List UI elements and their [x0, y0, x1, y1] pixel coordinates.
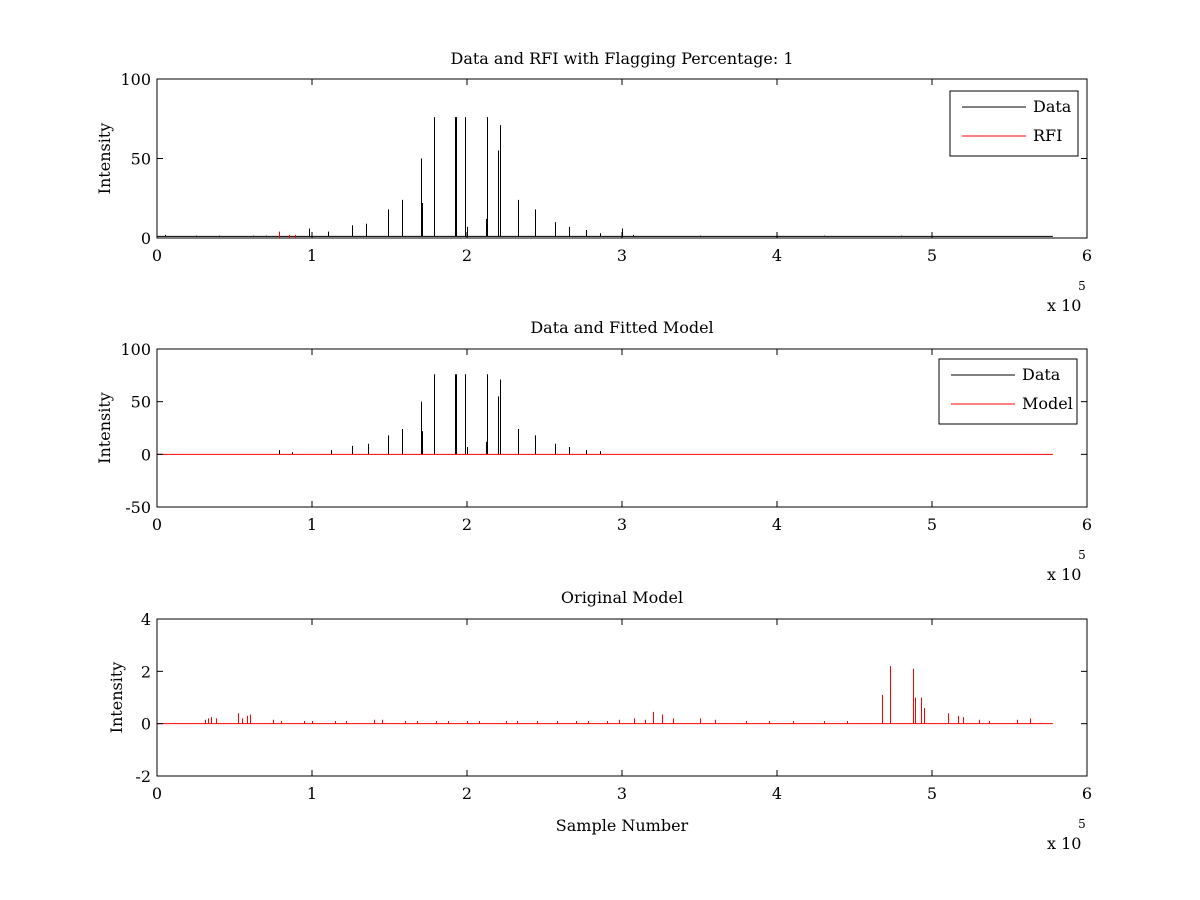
- y-tick-label: 2: [141, 662, 151, 681]
- x-axis-label: Sample Number: [556, 816, 689, 835]
- x-tick-label: 3: [617, 246, 627, 265]
- x-tick-label: 2: [462, 246, 472, 265]
- y-tick-label: 4: [141, 610, 151, 629]
- legend-label: Model: [1022, 394, 1073, 413]
- x-tick-label: 5: [927, 784, 937, 803]
- y-tick-label: 0: [141, 229, 151, 248]
- x-tick-label: 0: [152, 246, 162, 265]
- y-tick-label: -2: [135, 767, 151, 786]
- y-tick-label: 50: [131, 150, 151, 169]
- x-tick-label: 1: [307, 784, 317, 803]
- y-axis-label: Intensity: [107, 662, 126, 734]
- chart-title: Data and Fitted Model: [530, 318, 713, 337]
- y-tick-label: 0: [141, 715, 151, 734]
- x-exponent: 5: [1078, 817, 1086, 831]
- x-tick-label: 4: [772, 784, 782, 803]
- x-tick-label: 1: [307, 515, 317, 534]
- legend: Data Model: [938, 358, 1078, 425]
- x-tick-label: 2: [462, 784, 472, 803]
- x-tick-label: 3: [617, 784, 627, 803]
- y-axis-label: Intensity: [95, 123, 114, 195]
- x-tick-label: 1: [307, 246, 317, 265]
- x-exponent: 5: [1078, 279, 1086, 293]
- x-tick-label: 5: [927, 246, 937, 265]
- series-data: [279, 374, 601, 455]
- legend-box: [938, 358, 1078, 425]
- y-axis-label: Intensity: [95, 392, 114, 464]
- y-tick-label: 100: [120, 340, 151, 359]
- x-tick-label: 4: [772, 246, 782, 265]
- x-multiplier: x 10: [1047, 834, 1081, 853]
- x-tick-label: 3: [617, 515, 627, 534]
- x-tick-label: 6: [1082, 784, 1092, 803]
- legend-label: Data: [1022, 365, 1061, 384]
- chart-title: Original Model: [561, 588, 683, 607]
- x-tick-label: 0: [152, 515, 162, 534]
- x-tick-label: 6: [1082, 246, 1092, 265]
- x-tick-label: 6: [1082, 515, 1092, 534]
- legend: Data RFI: [949, 90, 1079, 157]
- x-tick-label: 5: [927, 515, 937, 534]
- x-tick-label: 4: [772, 515, 782, 534]
- series-data: [157, 117, 1053, 237]
- y-tick-label: -50: [125, 498, 151, 517]
- x-multiplier: x 10: [1047, 296, 1081, 315]
- chart-title: Data and RFI with Flagging Percentage: 1: [450, 49, 793, 68]
- x-multiplier: x 10: [1047, 565, 1081, 584]
- x-tick-label: 2: [462, 515, 472, 534]
- y-tick-label: 50: [131, 393, 151, 412]
- y-tick-label: 0: [141, 445, 151, 464]
- series-rfi: [279, 231, 296, 238]
- x-exponent: 5: [1078, 548, 1086, 562]
- series-model: [157, 666, 1053, 725]
- legend-box: [949, 90, 1079, 157]
- x-tick-label: 0: [152, 784, 162, 803]
- panel-1: 0 1 2 3 4 5 6 0 50 100 5 x 10 Data and RFI with Flag…: [95, 49, 1092, 315]
- legend-label: RFI: [1033, 126, 1062, 145]
- plot-area: [156, 78, 1088, 239]
- legend-label: Data: [1033, 97, 1072, 116]
- plot-area: [156, 618, 1088, 777]
- y-tick-label: 100: [120, 70, 151, 89]
